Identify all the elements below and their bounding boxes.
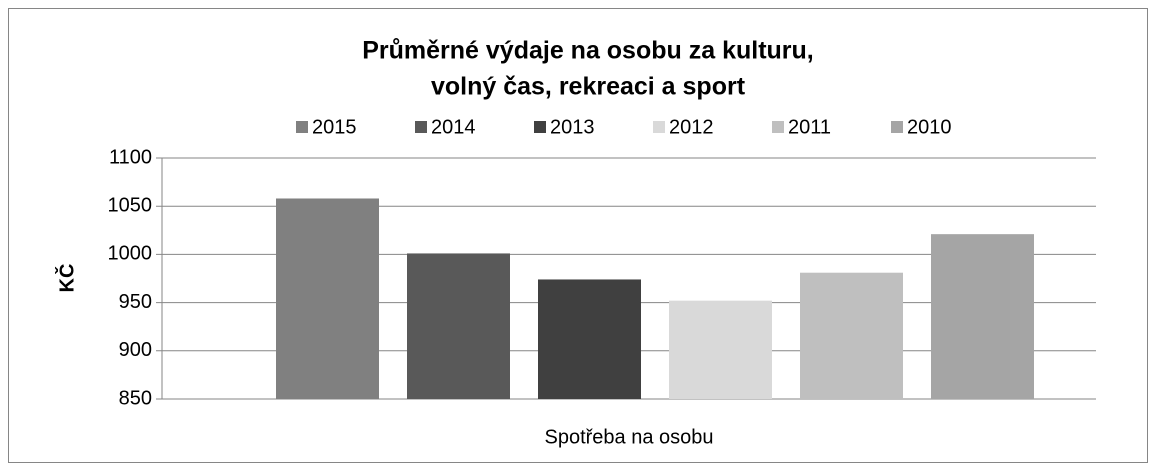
y-tick-label: 900 [119, 339, 152, 361]
legend-swatch [296, 121, 308, 133]
legend-swatch [534, 121, 546, 133]
chart-title: volný čas, rekreaci a sport [431, 73, 746, 101]
legend-label: 2015 [312, 116, 357, 138]
legend-swatch [891, 121, 903, 133]
chart-title: Průměrné výdaje na osobu za kulturu, [362, 37, 814, 65]
legend-label: 2011 [788, 116, 831, 138]
y-tick-label: 950 [119, 291, 152, 313]
bar [276, 198, 379, 399]
legend-label: 2010 [907, 116, 952, 138]
y-tick-label: 850 [119, 387, 152, 409]
y-tick-label: 1100 [109, 146, 152, 168]
legend-swatch [772, 121, 784, 133]
y-tick-label: 1050 [108, 194, 153, 216]
y-tick-label: 1000 [108, 243, 153, 265]
legend-label: 2012 [669, 116, 714, 138]
bar [407, 253, 510, 399]
legend-label: 2014 [431, 116, 476, 138]
bar [669, 300, 772, 399]
legend-label: 2013 [550, 116, 595, 138]
legend-swatch [415, 121, 427, 133]
legend-swatch [653, 121, 665, 133]
y-axis-label: KČ [54, 264, 78, 293]
bar [538, 279, 641, 399]
x-tick-label: Spotřeba na osobu [544, 426, 713, 448]
bar [800, 272, 903, 399]
bar [931, 234, 1034, 399]
